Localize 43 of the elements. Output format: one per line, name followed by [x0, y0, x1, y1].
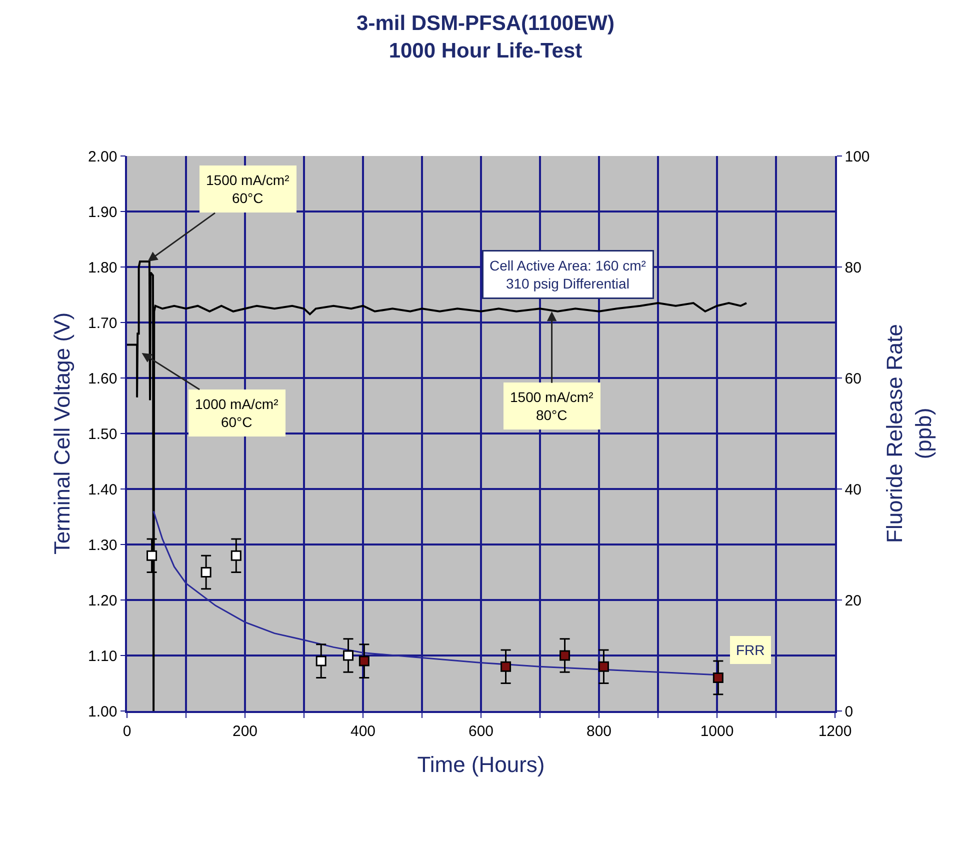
x-tick-label: 1000: [700, 722, 734, 740]
y-tick-label: 1.50: [88, 426, 118, 443]
y-tick-label: 1.10: [88, 648, 118, 665]
annotation: 1500 mA/cm² 60°C: [206, 172, 290, 206]
x-tick-label: 600: [468, 722, 494, 740]
y2-tick-label: 0: [844, 703, 854, 720]
point: [146, 550, 158, 561]
point: [200, 567, 212, 578]
x-tick-label: 1200: [818, 722, 852, 740]
x-axis-title: Time (Hours): [417, 752, 545, 778]
y-tick-label: 1.20: [88, 592, 118, 610]
annotation: 1000 mA/cm² 60°C: [195, 396, 279, 430]
x-tick-label: 0: [122, 722, 132, 740]
annotation: 1500 mA/cm² 80°C: [510, 389, 594, 424]
y2-tick-label: 100: [844, 148, 870, 166]
y-axis-title: Terminal Cell Voltage (V): [49, 312, 74, 555]
point: [343, 650, 354, 661]
chart-title: 3-mil DSM-PFSA(1100EW) 1000 Hour Life-Test: [356, 12, 614, 62]
y2-tick-label: 20: [844, 592, 862, 610]
y2-axis-title: Fluoride Release Rate (ppb): [882, 324, 936, 543]
y-tick-label: 1.30: [88, 536, 118, 554]
point: [316, 656, 326, 666]
y-tick-label: 1.70: [88, 314, 118, 332]
point: [560, 650, 570, 661]
point: [230, 550, 242, 561]
y2-tick-label: 60: [844, 370, 862, 388]
annotation: FRR: [736, 642, 765, 658]
point: [358, 656, 370, 666]
annotation: Cell Active Area: 160 cm² 310 psig Differential: [490, 258, 646, 292]
y-tick-label: 1.40: [88, 481, 118, 498]
y2-tick-label: 80: [844, 259, 862, 276]
y2-tick-label: 40: [844, 481, 862, 498]
x-tick-label: 400: [350, 722, 376, 740]
y-tick-label: 1.60: [88, 370, 118, 388]
y-tick-label: 1.00: [88, 703, 118, 720]
point: [500, 661, 512, 672]
point: [712, 672, 724, 683]
y-tick-label: 1.90: [88, 204, 118, 221]
point: [598, 661, 609, 672]
y-tick-label: 1.80: [88, 259, 118, 276]
x-tick-label: 800: [586, 722, 612, 740]
y-tick-label: 2.00: [88, 148, 118, 166]
x-tick-label: 200: [232, 722, 258, 740]
